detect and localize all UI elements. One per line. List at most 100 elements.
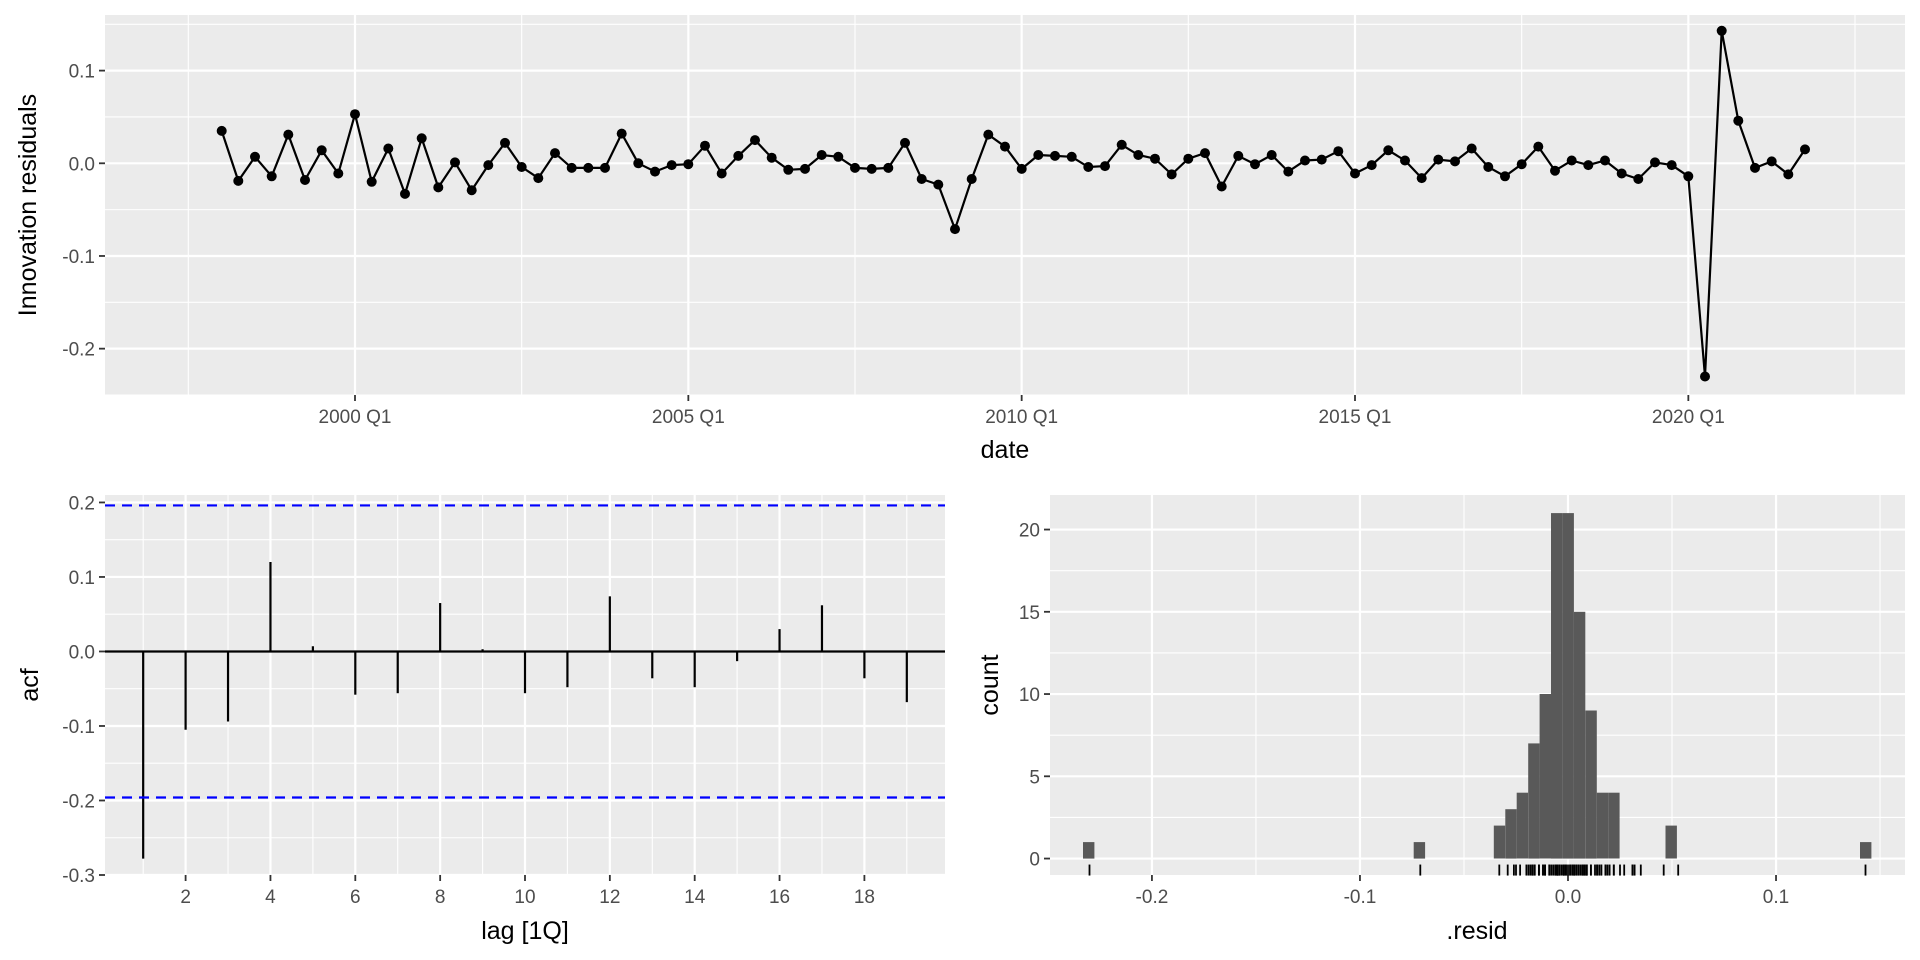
histogram-bar	[1608, 792, 1620, 859]
histogram-bar	[1083, 842, 1095, 859]
residual-point	[1683, 171, 1694, 182]
residual-plot-y-tick-label: 0.0	[69, 154, 95, 175]
residual-point	[1366, 160, 1377, 171]
residual-point	[600, 162, 610, 173]
residual-point	[533, 173, 544, 184]
residual-point	[1050, 150, 1060, 161]
residual-point	[1616, 168, 1627, 179]
residual-point	[1783, 169, 1794, 180]
residual-point	[900, 137, 910, 148]
residual-point	[216, 125, 227, 136]
residual-point	[616, 128, 627, 139]
residual-point	[583, 162, 594, 173]
residual-point	[650, 166, 660, 177]
histogram-bar	[1573, 611, 1586, 859]
residual-point	[1733, 115, 1744, 126]
residual-point	[1250, 159, 1260, 170]
residual-point	[1433, 154, 1444, 165]
residual-point	[766, 152, 777, 163]
acf-plot-x-tick-label: 2	[180, 887, 191, 908]
histogram-y-tick-label: 20	[1019, 521, 1040, 542]
residual-point	[416, 133, 427, 144]
residual-point	[266, 171, 277, 182]
residual-point	[1416, 173, 1427, 184]
histogram-bar	[1493, 825, 1506, 859]
residual-point	[516, 162, 527, 172]
residual-point	[1666, 160, 1677, 171]
residual-plot-x-tick-label: 2015 Q1	[1319, 407, 1392, 428]
residual-point	[250, 151, 260, 162]
acf-plot-y-tick-label: 0.0	[69, 642, 95, 663]
residual-point	[966, 174, 977, 184]
residual-point	[916, 174, 927, 184]
histogram-x-tick-label: -0.2	[1136, 887, 1169, 908]
residual-point	[1133, 150, 1144, 160]
histogram-bar	[1528, 743, 1540, 859]
residual-point	[1116, 139, 1127, 150]
acf-plot-series	[105, 504, 945, 859]
residual-plot-y-tick-label: -0.1	[62, 247, 95, 268]
residual-point	[483, 160, 494, 171]
residual-plot-y-axis-title: Innovation residuals	[14, 94, 42, 316]
residual-plot-x-tick-labels: 2000 Q1 2005 Q1 2010 Q1 2015 Q1 2020 Q1	[319, 407, 1725, 428]
residual-point	[1400, 155, 1410, 166]
residual-point	[1316, 154, 1327, 165]
residual-point	[1466, 143, 1477, 154]
residual-point	[500, 137, 510, 148]
residual-point	[716, 168, 727, 179]
acf-plot-x-tick-label: 8	[435, 887, 446, 908]
residual-point	[1450, 156, 1460, 167]
histogram-bar	[1551, 513, 1563, 859]
residual-plot-panel	[105, 15, 1905, 395]
histogram-y-tick-label: 0	[1029, 850, 1040, 871]
residual-plot-x-tick-label: 2010 Q1	[985, 407, 1058, 428]
residual-histogram: 0 5 10 15 20 -0.2 -0.1 0.0 0.1 .resid count	[976, 495, 1905, 945]
residual-point	[383, 143, 394, 154]
residual-plot-y-tick-labels: -0.2 -0.1 0.0 0.1	[62, 62, 95, 361]
residual-point	[1283, 166, 1294, 177]
residual-point	[1233, 150, 1244, 161]
residual-point	[1166, 169, 1177, 180]
acf-plot-y-tick-label: 0.2	[69, 493, 95, 514]
acf-plot-x-tick-label: 6	[350, 887, 361, 908]
residual-point	[350, 109, 360, 120]
residual-point	[633, 158, 644, 169]
residual-point	[833, 151, 844, 162]
acf-plot: -0.3 -0.2 -0.1 0.0 0.1 0.2 2 4 6 8 10 12 14 16 18 lag…	[16, 493, 945, 945]
residual-point	[816, 150, 827, 160]
residual-point	[400, 188, 410, 199]
residual-point	[1500, 171, 1510, 182]
acf-plot-y-tick-labels: -0.3 -0.2 -0.1 0.0 0.1 0.2	[62, 493, 95, 887]
residual-plot-series	[216, 25, 1810, 382]
residual-point	[1300, 155, 1310, 166]
histogram-bar	[1505, 809, 1517, 859]
residual-point	[1566, 155, 1577, 166]
acf-plot-x-tick-labels: 2 4 6 8 10 12 14 16 18	[180, 887, 875, 908]
histogram-bar	[1596, 792, 1609, 859]
residual-point	[800, 163, 810, 174]
residual-point	[1700, 371, 1710, 382]
residual-point	[683, 159, 694, 170]
acf-plot-y-tick-label: 0.1	[69, 568, 95, 589]
acf-plot-y-tick-label: -0.1	[62, 717, 95, 738]
residual-point	[983, 129, 994, 140]
acf-plot-x-tick-label: 10	[514, 887, 535, 908]
residual-point	[450, 157, 460, 168]
residual-plot-x-tick-label: 2000 Q1	[319, 407, 392, 428]
residual-plot-x-tick-label: 2005 Q1	[652, 407, 725, 428]
residual-time-plot: -0.2 -0.1 0.0 0.1 2000 Q1 2005 Q1 2010 Q1 2015…	[14, 15, 1905, 464]
acf-plot-x-tick-label: 18	[854, 887, 875, 908]
acf-plot-y-tick-label: -0.3	[62, 866, 95, 887]
residual-plot-x-tick-label: 2020 Q1	[1652, 407, 1725, 428]
acf-plot-x-tick-label: 12	[599, 887, 620, 908]
histogram-panel	[1050, 495, 1905, 875]
residual-point	[1716, 25, 1727, 36]
residual-point	[1766, 156, 1777, 167]
residual-point	[333, 168, 344, 179]
residual-point	[300, 175, 310, 185]
acf-plot-x-tick-label: 4	[265, 887, 276, 908]
histogram-bar	[1562, 513, 1574, 859]
histogram-series	[1083, 513, 1872, 876]
histogram-bar	[1413, 842, 1426, 859]
